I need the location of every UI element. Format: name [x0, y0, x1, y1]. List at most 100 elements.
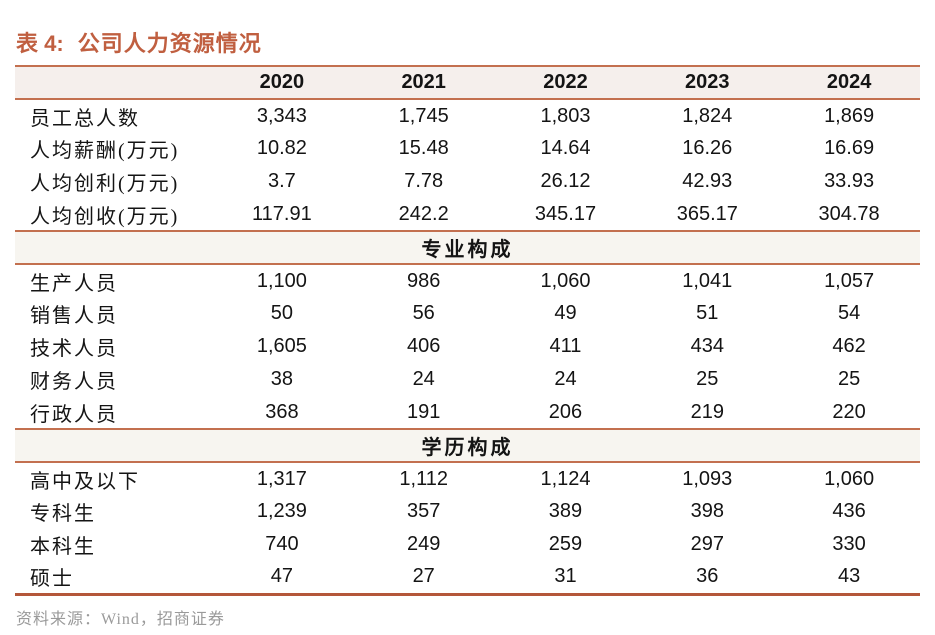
- table-row: 本科生 740 249 259 297 330: [15, 528, 920, 561]
- cell-2021: 357: [407, 500, 441, 522]
- cell-2024: 1,869: [824, 104, 875, 127]
- table-row: 硕士 47 27 31 36 43: [15, 561, 920, 594]
- cell-2022: 49: [554, 302, 577, 324]
- cell-2020: 1,605: [256, 335, 307, 357]
- cell-2024: 436: [832, 500, 866, 522]
- table-header: 2020 2021 2022 2023 2024: [15, 65, 920, 100]
- table-header-row: 2020 2021 2022 2023 2024: [15, 65, 920, 100]
- cell-2022: 1,124: [540, 467, 591, 490]
- cell-2024: 330: [832, 533, 866, 555]
- section-header-label: 专业构成: [15, 230, 920, 265]
- table-row: 人均创收(万元) 117.91 242.2 345.17 365.17 304.78: [15, 198, 920, 231]
- cell-2021: 191: [407, 400, 441, 423]
- row-label: 销售人员: [30, 305, 118, 327]
- cell-2022: 24: [554, 368, 577, 390]
- cell-2020: 50: [270, 302, 294, 324]
- cell-2024: 1,060: [824, 467, 875, 490]
- cell-2021: 7.78: [404, 170, 444, 192]
- cell-2023: 219: [690, 400, 724, 423]
- cell-2022: 259: [548, 533, 583, 555]
- cell-2023: 16.26: [682, 137, 733, 159]
- row-label: 员工总人数: [30, 107, 140, 130]
- cell-2023: 1,093: [682, 467, 733, 490]
- cell-2023: 398: [690, 500, 724, 522]
- cell-2023: 51: [696, 302, 719, 324]
- cell-2022: 1,803: [540, 104, 591, 127]
- cell-2024: 54: [837, 302, 861, 324]
- table-row: 人均薪酬(万元) 10.82 15.48 14.64 16.26 16.69: [15, 132, 920, 165]
- table-number-label: 表 4:: [16, 31, 64, 56]
- cell-2023: 365.17: [676, 202, 738, 225]
- cell-2021: 1,112: [399, 467, 448, 490]
- cell-2020: 3,343: [256, 104, 307, 127]
- cell-2024: 462: [832, 335, 866, 357]
- cell-2024: 304.78: [818, 202, 880, 225]
- cell-2020: 38: [270, 368, 294, 390]
- cell-2020: 740: [265, 533, 299, 555]
- cell-2020: 1,239: [256, 500, 307, 522]
- table-row: 专科生 1,239 357 389 398 436: [15, 495, 920, 528]
- cell-2024: 1,057: [824, 269, 875, 292]
- cell-2022: 1,060: [540, 269, 591, 292]
- cell-2020: 47: [270, 565, 294, 588]
- cell-2023: 434: [690, 335, 724, 357]
- row-label: 人均创收(万元): [30, 205, 180, 228]
- table-row: 行政人员 368 191 206 219 220: [15, 396, 920, 429]
- cell-2020: 368: [265, 400, 299, 423]
- year-header-2024: 2024: [778, 65, 920, 100]
- row-label: 人均薪酬(万元): [30, 140, 180, 162]
- cell-2024: 43: [837, 565, 861, 588]
- corner-cell: [15, 65, 211, 100]
- cell-2023: 1,041: [682, 269, 733, 292]
- cell-2021: 24: [412, 368, 435, 390]
- row-label: 技术人员: [30, 338, 118, 360]
- cell-2021: 1,745: [398, 104, 449, 127]
- table-title: 表 4: 公司人力资源情况: [16, 26, 920, 58]
- cell-2021: 15.48: [398, 137, 449, 159]
- cell-2022: 26.12: [540, 170, 591, 192]
- cell-2020: 10.82: [256, 137, 307, 159]
- hr-data-table: 2020 2021 2022 2023 2024 员工总人数 3,343 1,745 1,80…: [15, 65, 920, 596]
- row-label: 财务人员: [30, 371, 118, 393]
- cell-2023: 36: [696, 565, 719, 588]
- table-row: 人均创利(万元) 3.7 7.78 26.12 42.93 33.93: [15, 165, 920, 198]
- data-source-note: 资料来源：Wind，招商证券: [16, 610, 225, 628]
- cell-2020: 117.91: [252, 202, 312, 225]
- cell-2022: 411: [549, 335, 582, 357]
- cell-2024: 33.93: [824, 170, 875, 192]
- table-row: 财务人员 38 24 24 25 25: [15, 363, 920, 396]
- cell-2021: 406: [407, 335, 441, 357]
- cell-2022: 14.64: [540, 137, 591, 159]
- cell-2021: 56: [412, 302, 435, 324]
- table-row: 技术人员 1,605 406 411 434 462: [15, 330, 920, 363]
- row-label: 本科生: [30, 536, 96, 558]
- table-title-text: 公司人力资源情况: [77, 31, 262, 56]
- table-body: 员工总人数 3,343 1,745 1,803 1,824 1,869 人均薪酬(万元) 10…: [15, 99, 920, 594]
- cell-2022: 31: [554, 565, 577, 588]
- table-row: 生产人员 1,100 986 1,060 1,041 1,057: [15, 264, 920, 297]
- row-label: 生产人员: [30, 272, 118, 295]
- table-row: 销售人员 50 56 49 51 54: [15, 297, 920, 330]
- cell-2022: 345.17: [534, 202, 597, 225]
- cell-2023: 25: [696, 368, 719, 390]
- cell-2024: 220: [832, 400, 866, 423]
- cell-2023: 297: [690, 533, 724, 555]
- cell-2022: 206: [548, 400, 583, 423]
- cell-2020: 1,100: [256, 269, 307, 292]
- row-label: 人均创利(万元): [30, 173, 180, 195]
- cell-2022: 389: [548, 500, 583, 522]
- cell-2023: 42.93: [682, 170, 733, 192]
- cell-2021: 986: [407, 269, 441, 292]
- row-label: 高中及以下: [30, 470, 140, 493]
- cell-2021: 27: [412, 565, 435, 588]
- section-header-row: 专业构成: [15, 230, 920, 265]
- cell-2023: 1,824: [682, 104, 733, 127]
- cell-2020: 1,317: [256, 467, 307, 490]
- table-row: 员工总人数 3,343 1,745 1,803 1,824 1,869: [15, 99, 920, 132]
- year-header-2021: 2021: [352, 65, 495, 100]
- cell-2024: 16.69: [824, 137, 875, 159]
- table-row: 高中及以下 1,317 1,112 1,124 1,093 1,060: [15, 462, 920, 495]
- row-label: 专科生: [30, 503, 96, 525]
- section-header-row: 学历构成: [15, 428, 920, 463]
